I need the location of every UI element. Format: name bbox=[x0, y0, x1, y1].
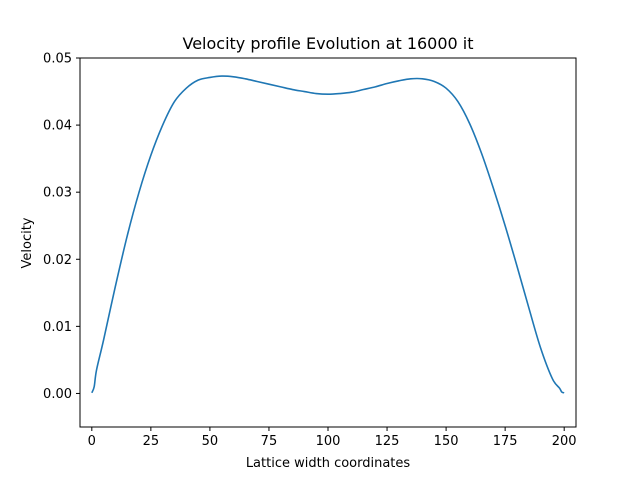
x-tick-label: 100 bbox=[316, 434, 341, 449]
y-tick-label: 0.05 bbox=[43, 52, 72, 67]
x-tick-label: 50 bbox=[202, 434, 219, 449]
y-tick-label: 0.04 bbox=[43, 119, 72, 134]
x-tick-label: 75 bbox=[261, 434, 278, 449]
y-tick-label: 0.02 bbox=[43, 253, 72, 268]
plot-area bbox=[91, 75, 565, 394]
x-tick-label: 0 bbox=[88, 434, 96, 449]
y-axis: 0.00 0.01 0.02 0.03 0.04 0.05 bbox=[43, 52, 80, 402]
x-axis: 0 25 50 75 100 125 150 175 200 bbox=[88, 427, 577, 449]
y-tick-label: 0.00 bbox=[43, 387, 72, 402]
x-tick-label: 150 bbox=[434, 434, 459, 449]
y-tick-label: 0.03 bbox=[43, 186, 72, 201]
y-axis-label: Velocity bbox=[20, 217, 35, 268]
x-tick-label: 25 bbox=[143, 434, 160, 449]
plot-frame bbox=[79, 57, 577, 428]
chart-title: Velocity profile Evolution at 16000 it bbox=[182, 34, 473, 53]
x-tick-label: 175 bbox=[493, 434, 518, 449]
x-tick-label: 125 bbox=[375, 434, 400, 449]
y-tick-label: 0.01 bbox=[43, 320, 72, 335]
velocity-line bbox=[91, 75, 565, 394]
x-axis-label: Lattice width coordinates bbox=[246, 456, 411, 471]
x-tick-label: 200 bbox=[552, 434, 577, 449]
